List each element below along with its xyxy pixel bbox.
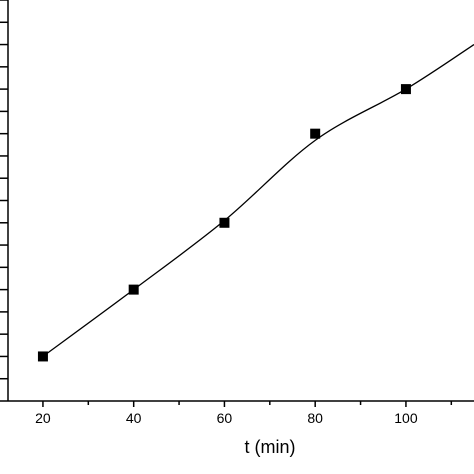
x-tick-label: 60 (217, 410, 233, 426)
x-tick-label: 40 (126, 410, 142, 426)
data-point (310, 128, 321, 139)
x-tick-label: 100 (394, 410, 418, 426)
x-tick-label: 80 (307, 410, 323, 426)
x-axis-label: t (min) (245, 437, 296, 457)
data-point (219, 217, 230, 228)
fit-line (42, 44, 474, 357)
x-tick-label: 20 (35, 410, 51, 426)
